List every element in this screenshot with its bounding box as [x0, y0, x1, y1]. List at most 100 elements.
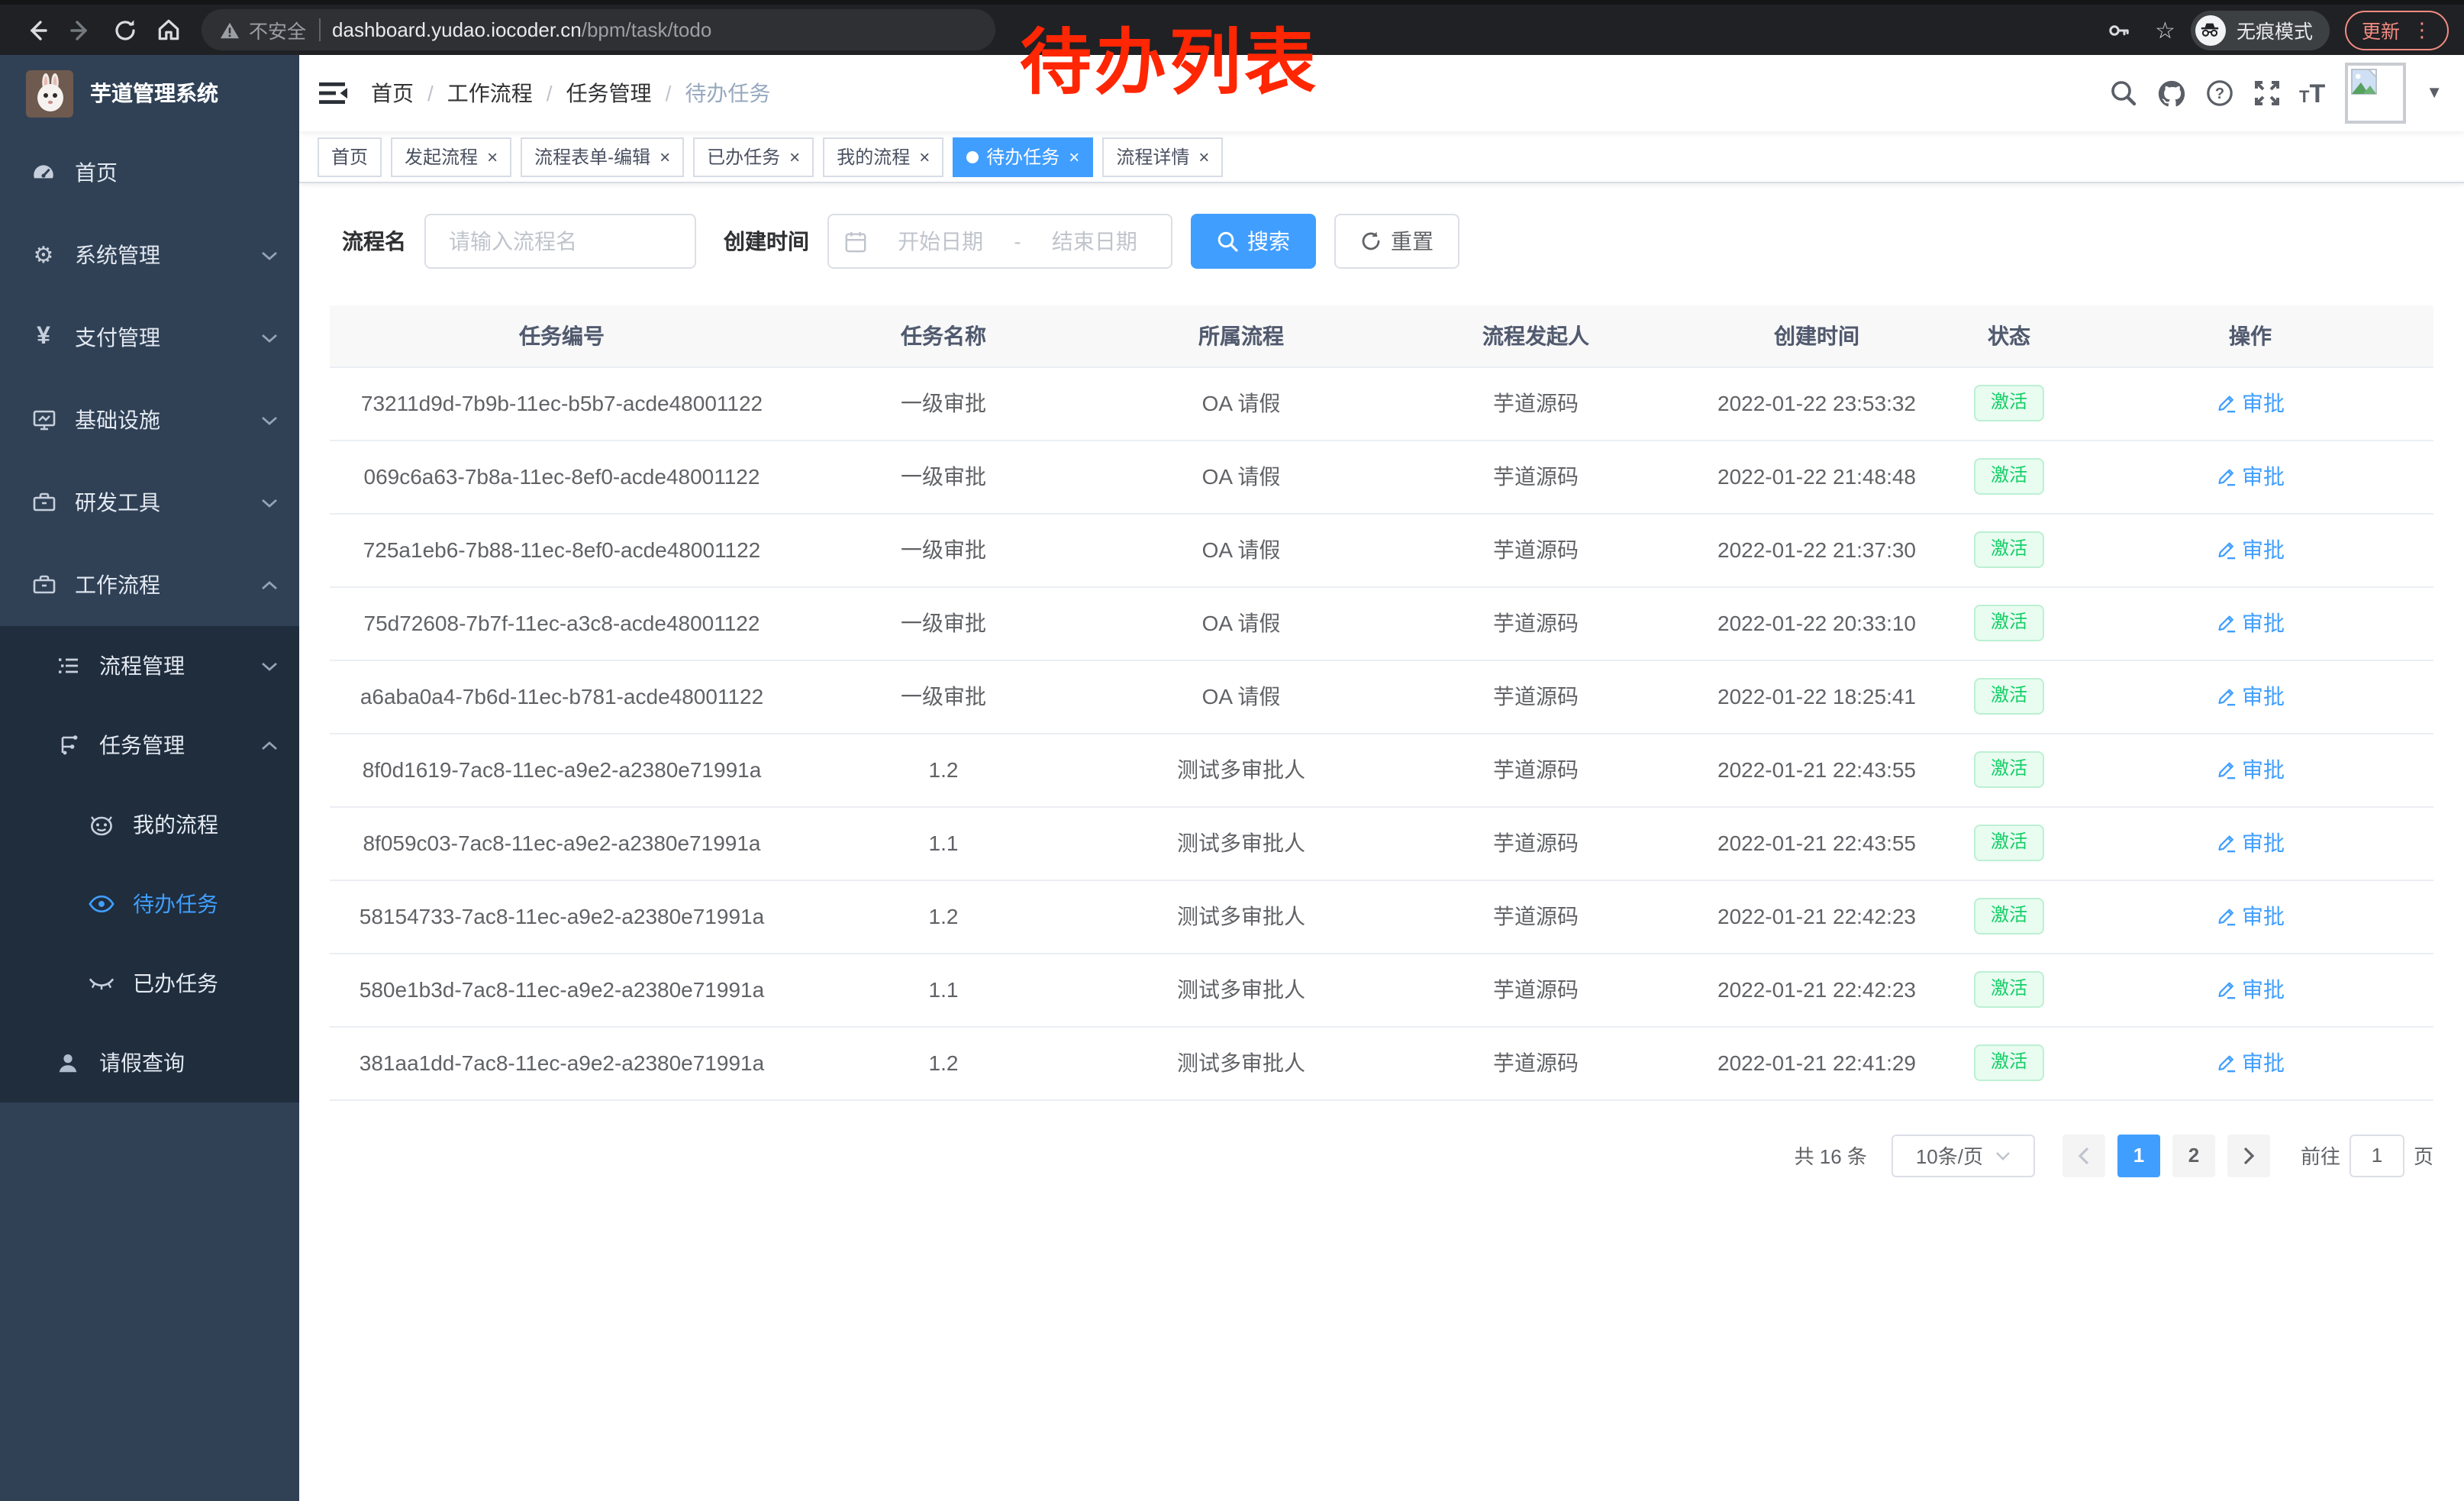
address-bar[interactable]: 不安全 dashboard.yudao.iocoder.cn/bpm/task/…: [202, 9, 995, 50]
user-icon: [55, 1050, 81, 1076]
browser-menu-icon[interactable]: ⋮: [2412, 18, 2432, 41]
tag-item[interactable]: 流程详情 ×: [1102, 137, 1224, 176]
sidebar-item-leave-query[interactable]: 请假查询: [0, 1023, 299, 1102]
sidebar-item-todo-tasks[interactable]: 待办任务: [0, 864, 299, 944]
update-button[interactable]: 更新 ⋮: [2344, 10, 2449, 50]
close-icon[interactable]: ×: [789, 146, 801, 167]
avatar-caret-icon[interactable]: ▼: [2426, 84, 2443, 102]
sidebar-item-process-mgmt[interactable]: 流程管理: [0, 626, 299, 705]
cell-process: 测试多审批人: [1093, 806, 1389, 880]
cell-process: OA 请假: [1093, 366, 1389, 441]
sidebar-item-label: 工作流程: [75, 573, 160, 597]
table-row: 580e1b3d-7ac8-11ec-a9e2-a2380e71991a 1.1…: [330, 953, 2433, 1027]
robot-face-icon: [89, 812, 114, 838]
goto-page-input[interactable]: [2349, 1134, 2404, 1177]
tag-item[interactable]: 首页 ×: [318, 137, 382, 176]
approve-button[interactable]: 审批: [2216, 461, 2285, 492]
close-icon[interactable]: ×: [660, 146, 671, 167]
sidebar-item-label: 任务管理: [99, 733, 185, 757]
date-range-picker[interactable]: 开始日期 - 结束日期: [827, 214, 1172, 269]
fullscreen-icon[interactable]: [2253, 79, 2281, 107]
page-button-2[interactable]: 2: [2172, 1134, 2215, 1177]
sidebar-collapse-icon[interactable]: [299, 55, 368, 131]
cell-create-time: 2022-01-22 20:33:10: [1682, 586, 1951, 660]
update-label: 更新: [2361, 21, 2400, 43]
sidebar-item-system[interactable]: ⚙ 系统管理: [0, 214, 299, 296]
approve-button[interactable]: 审批: [2216, 681, 2285, 712]
approve-button[interactable]: 审批: [2216, 974, 2285, 1005]
bookmark-star-icon[interactable]: ☆: [2155, 18, 2175, 44]
tag-item[interactable]: 已办任务 ×: [693, 137, 814, 176]
back-icon[interactable]: [15, 9, 56, 50]
tag-item[interactable]: 发起流程 ×: [391, 137, 512, 176]
page-size-select[interactable]: 10条/页: [1891, 1134, 2035, 1177]
sidebar-item-my-process[interactable]: 我的流程: [0, 785, 299, 864]
edit-pen-icon: [2217, 909, 2235, 926]
not-secure-warning[interactable]: 不安全: [220, 15, 306, 44]
cell-starter: 芋道源码: [1389, 953, 1682, 1027]
tag-item[interactable]: 流程表单-编辑 ×: [521, 137, 685, 176]
sidebar-item-workflow[interactable]: 工作流程: [0, 544, 299, 626]
avatar[interactable]: [2345, 63, 2407, 124]
status-badge: 激活: [1973, 385, 2044, 421]
breadcrumb-workflow[interactable]: 工作流程: [447, 81, 533, 105]
table-row: a6aba0a4-7b6d-11ec-b781-acde48001122 一级审…: [330, 660, 2433, 734]
search-button[interactable]: 搜索: [1191, 214, 1316, 269]
approve-button[interactable]: 审批: [2216, 1047, 2285, 1078]
chevron-up-icon: [261, 740, 278, 750]
help-icon[interactable]: ?: [2206, 79, 2233, 107]
forward-icon[interactable]: [60, 9, 101, 50]
close-icon[interactable]: ×: [1069, 146, 1080, 167]
approve-button[interactable]: 审批: [2216, 534, 2285, 565]
breadcrumb-current: 待办任务: [685, 81, 771, 105]
key-icon[interactable]: [2098, 9, 2140, 50]
github-icon[interactable]: [2157, 79, 2186, 108]
process-name-input[interactable]: [424, 214, 696, 269]
url-text[interactable]: dashboard.yudao.iocoder.cn/bpm/task/todo: [332, 18, 712, 41]
close-icon[interactable]: ×: [919, 146, 930, 167]
cell-create-time: 2022-01-21 22:42:23: [1682, 953, 1951, 1027]
next-page-button[interactable]: [2227, 1134, 2270, 1177]
cell-process: OA 请假: [1093, 513, 1389, 587]
approve-button[interactable]: 审批: [2216, 754, 2285, 785]
tag-item[interactable]: 待办任务 ×: [953, 137, 1094, 176]
approve-button[interactable]: 审批: [2216, 828, 2285, 858]
close-icon[interactable]: ×: [1198, 146, 1210, 167]
tag-label: 待办任务: [986, 147, 1060, 168]
sidebar-item-label: 首页: [75, 160, 118, 185]
edit-pen-icon: [2217, 542, 2235, 560]
sidebar-item-done-tasks[interactable]: 已办任务: [0, 944, 299, 1023]
breadcrumb-home[interactable]: 首页: [371, 81, 414, 105]
close-icon[interactable]: ×: [487, 146, 498, 167]
incognito-icon: [2195, 15, 2226, 45]
tag-item[interactable]: 我的流程 ×: [823, 137, 944, 176]
approve-button[interactable]: 审批: [2216, 901, 2285, 931]
refresh-icon[interactable]: [104, 9, 145, 50]
approve-button[interactable]: 审批: [2216, 608, 2285, 638]
app-logo[interactable]: 芋道管理系统: [0, 55, 299, 131]
chevron-down-icon: [261, 332, 278, 343]
breadcrumb-task-mgmt[interactable]: 任务管理: [566, 81, 652, 105]
status-badge: 激活: [1973, 678, 2044, 715]
cell-create-time: 2022-01-21 22:41:29: [1682, 1026, 1951, 1100]
sidebar-item-infra[interactable]: 基础设施: [0, 379, 299, 461]
cell-task-name: 一级审批: [794, 366, 1093, 441]
prev-page-button[interactable]: [2062, 1134, 2105, 1177]
search-icon[interactable]: [2110, 79, 2137, 107]
breadcrumb: 首页 / 工作流程 / 任务管理 / 待办任务: [371, 78, 770, 108]
browser-toolbar: 不安全 dashboard.yudao.iocoder.cn/bpm/task/…: [0, 0, 2464, 55]
sidebar-item-label: 我的流程: [133, 812, 218, 837]
page-button-1[interactable]: 1: [2117, 1134, 2160, 1177]
sidebar-item-devtools[interactable]: 研发工具: [0, 461, 299, 544]
chevron-down-icon: [261, 415, 278, 425]
sidebar-item-task-mgmt[interactable]: 任务管理: [0, 705, 299, 785]
home-icon[interactable]: [148, 9, 189, 50]
sidebar-item-label: 系统管理: [75, 243, 160, 267]
sidebar-item-home[interactable]: 首页: [0, 131, 299, 214]
reset-button[interactable]: 重置: [1334, 214, 1459, 269]
sidebar-item-payment[interactable]: ¥ 支付管理: [0, 296, 299, 379]
edit-pen-icon: [2217, 615, 2235, 633]
cell-process: 测试多审批人: [1093, 733, 1389, 807]
approve-button[interactable]: 审批: [2216, 388, 2285, 418]
